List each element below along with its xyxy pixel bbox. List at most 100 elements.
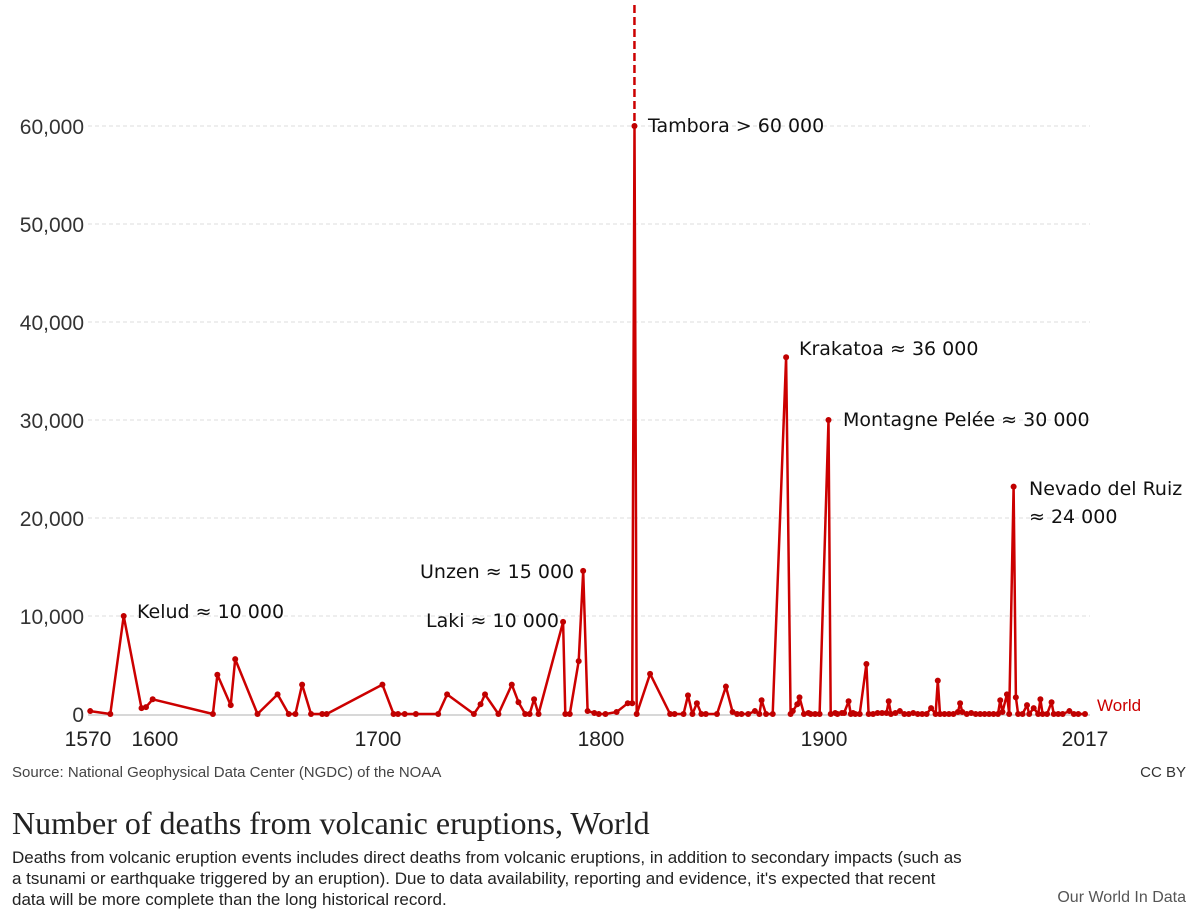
data-point xyxy=(901,711,908,717)
data-point xyxy=(299,681,306,688)
data-point xyxy=(477,701,484,708)
data-point xyxy=(595,711,602,717)
data-point xyxy=(633,711,640,717)
data-point xyxy=(1006,711,1013,717)
data-point xyxy=(769,711,776,717)
data-point xyxy=(1048,699,1055,706)
data-point xyxy=(1010,483,1017,490)
data-point xyxy=(120,613,127,619)
annotation-unzen: Unzen ≈ 15 000 xyxy=(420,561,575,583)
data-point xyxy=(379,681,386,688)
data-point xyxy=(845,698,852,705)
data-point xyxy=(319,711,326,717)
data-point xyxy=(522,711,529,717)
data-point xyxy=(602,711,609,717)
annotation-nevado-del-ruiz: Nevado del Ruiz xyxy=(1029,478,1183,500)
data-point xyxy=(531,696,538,703)
y-tick-label: 0 xyxy=(72,704,84,727)
data-point xyxy=(863,661,870,668)
data-point xyxy=(1055,711,1062,717)
data-point xyxy=(923,711,930,717)
data-point xyxy=(647,670,654,677)
data-point xyxy=(693,700,700,707)
data-point xyxy=(879,710,886,717)
data-point xyxy=(919,711,926,717)
data-point xyxy=(1037,696,1044,703)
data-point xyxy=(526,711,533,717)
data-point xyxy=(883,710,890,717)
data-point xyxy=(667,711,674,717)
data-point xyxy=(896,708,903,715)
data-point xyxy=(1026,711,1033,717)
data-point xyxy=(395,711,402,717)
data-point xyxy=(412,711,419,717)
chart-subtitle: Deaths from volcanic eruption events inc… xyxy=(12,848,962,909)
x-tick-label: 1900 xyxy=(801,728,848,751)
data-point xyxy=(444,691,451,698)
data-point xyxy=(756,711,763,717)
data-point xyxy=(285,711,292,717)
annotation-tambora: Tambora > 60 000 xyxy=(648,115,825,137)
data-point xyxy=(800,711,807,717)
data-point xyxy=(972,711,979,717)
data-point xyxy=(1003,691,1010,698)
data-point xyxy=(401,711,408,717)
data-point xyxy=(535,711,542,717)
data-point xyxy=(435,711,442,717)
data-point xyxy=(745,711,752,717)
data-point xyxy=(751,708,758,715)
data-point xyxy=(738,711,745,717)
data-point xyxy=(945,711,952,717)
data-point xyxy=(508,681,515,688)
data-point xyxy=(1035,711,1042,717)
data-point xyxy=(1066,708,1073,715)
x-tick-label: 1800 xyxy=(578,728,625,751)
data-point xyxy=(928,705,935,712)
data-point xyxy=(981,711,988,717)
x-tick-label: 1600 xyxy=(132,728,179,751)
x-tick-label: 1700 xyxy=(355,728,402,751)
data-point xyxy=(680,711,687,717)
annotation-kelud: Kelud ≈ 10 000 xyxy=(137,601,285,623)
y-tick-label: 30,000 xyxy=(20,410,84,433)
data-point xyxy=(232,656,239,663)
data-point xyxy=(1015,711,1022,717)
data-point xyxy=(227,702,234,709)
annotation-montagne-pelee: Montagne Pelée ≈ 30 000 xyxy=(843,409,1090,431)
data-point xyxy=(1024,702,1031,709)
data-point xyxy=(209,711,216,717)
data-point xyxy=(990,711,997,717)
data-point xyxy=(932,711,939,717)
data-point xyxy=(914,711,921,717)
data-point xyxy=(1030,705,1037,712)
data-point xyxy=(566,711,573,717)
y-tick-label: 60,000 xyxy=(20,116,84,139)
data-point xyxy=(87,708,94,715)
data-point xyxy=(495,711,502,717)
data-point xyxy=(887,711,894,717)
data-point xyxy=(1044,711,1051,717)
data-point xyxy=(629,700,636,707)
data-point xyxy=(807,711,814,717)
data-point xyxy=(482,691,489,698)
data-point xyxy=(308,711,315,717)
data-point xyxy=(997,697,1004,704)
data-point xyxy=(562,711,569,717)
data-point xyxy=(734,711,741,717)
data-point xyxy=(1059,711,1066,717)
data-point xyxy=(999,709,1006,716)
data-point xyxy=(684,692,691,699)
x-tick-label: 1570 xyxy=(65,728,112,751)
license-link[interactable]: CC BY xyxy=(1140,764,1186,781)
data-point xyxy=(713,711,720,717)
x-tick-label: 2017 xyxy=(1062,728,1109,751)
data-point xyxy=(954,709,961,716)
data-point xyxy=(834,711,841,717)
data-point xyxy=(957,700,964,707)
brand-link[interactable]: Our World In Data xyxy=(1057,889,1186,906)
data-point xyxy=(584,708,591,715)
chart-title: Number of deaths from volcanic eruptions… xyxy=(12,805,650,841)
data-point xyxy=(941,711,948,717)
x-axis-ticks: 1570 1600 1700 1800 1900 2017 xyxy=(65,728,1109,751)
data-point xyxy=(986,711,993,717)
